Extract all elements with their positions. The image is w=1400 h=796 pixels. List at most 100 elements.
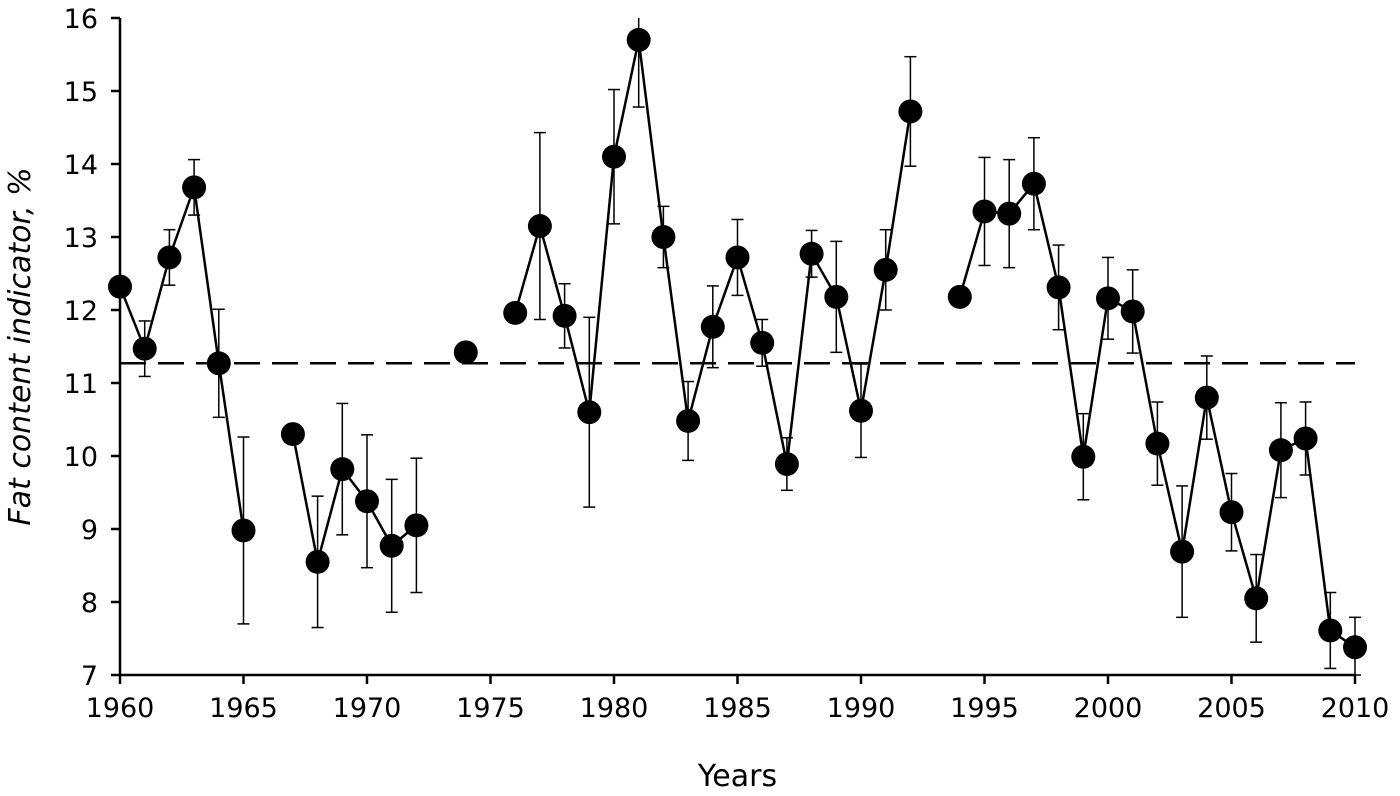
y-tick-label: 16	[64, 4, 98, 35]
data-point	[873, 257, 898, 282]
x-tick-label: 1970	[333, 693, 402, 724]
y-tick-label: 13	[64, 223, 98, 254]
data-point	[1293, 426, 1318, 451]
data-point	[898, 99, 923, 124]
series-line-segment	[192, 187, 221, 364]
data-point	[404, 513, 429, 538]
y-tick-label: 11	[64, 369, 98, 400]
data-point	[1170, 539, 1195, 564]
x-axis-title: Years	[697, 759, 777, 794]
x-tick-label: 1995	[950, 693, 1019, 724]
x-tick-label: 1960	[86, 693, 155, 724]
series-line-segment	[1131, 311, 1159, 444]
data-point	[1021, 171, 1046, 196]
data-point	[972, 199, 997, 224]
series-line-segment	[760, 342, 789, 465]
series-line-segment	[785, 253, 813, 465]
data-point	[849, 398, 873, 423]
data-point	[1046, 275, 1071, 300]
data-point	[1219, 500, 1244, 525]
x-tick-label: 2005	[1197, 693, 1266, 724]
error-bars	[138, 18, 1361, 676]
data-point	[602, 144, 626, 169]
series-line-segment	[1230, 511, 1258, 599]
data-point	[108, 274, 132, 299]
y-tick-label: 7	[81, 661, 98, 692]
data-point	[1268, 438, 1293, 463]
series-line-segment	[711, 257, 739, 328]
data-point	[1145, 431, 1170, 456]
data-point	[1318, 618, 1343, 643]
plot-area: 1960 1965 1970 1975 1980 1985 1990 1995 2000 2005…	[64, 4, 1390, 724]
data-point	[503, 300, 528, 325]
data-point	[305, 549, 330, 574]
series-line-segment	[316, 468, 344, 563]
x-tick-label: 1965	[209, 693, 278, 724]
series-line-segment	[835, 296, 863, 412]
series-line-segment	[637, 39, 665, 238]
data-point	[1343, 635, 1367, 660]
series-line-segment	[859, 269, 887, 411]
data-point	[527, 214, 552, 239]
data-point	[280, 422, 305, 447]
data-point	[1120, 299, 1145, 324]
data-point	[651, 225, 676, 249]
x-tick-label: 2000	[1074, 693, 1143, 724]
data-point	[231, 518, 256, 543]
x-tick-label: 1980	[580, 693, 649, 724]
series-line-segment	[291, 433, 319, 563]
data-point	[132, 336, 157, 361]
x-tick-label: 1990	[827, 693, 896, 724]
series-line-segment	[1180, 397, 1209, 552]
series-line-segment	[1156, 443, 1184, 552]
data-point	[700, 314, 725, 339]
series-line-segment	[662, 236, 690, 422]
data-point	[182, 175, 207, 200]
data-point	[379, 533, 404, 558]
data-point	[1244, 586, 1269, 611]
y-axis-title: Fat content indicator, %	[3, 167, 38, 525]
series-line-segment	[217, 363, 245, 531]
series-line-segment	[538, 225, 566, 317]
y-tick-label: 14	[64, 150, 98, 181]
y-tick-label: 9	[81, 515, 98, 546]
series-line-segment	[513, 225, 542, 314]
y-tick-label: 12	[64, 296, 98, 327]
data-point	[552, 303, 577, 328]
data-point	[997, 201, 1022, 226]
data-point	[355, 489, 379, 514]
y-tick-label: 15	[64, 77, 98, 108]
data-point	[824, 284, 849, 309]
series-line-segment	[563, 315, 591, 413]
series-line-segment	[588, 156, 616, 413]
data-point	[774, 452, 799, 477]
series-line-segment	[143, 257, 171, 350]
series-line-segment	[884, 111, 912, 271]
data-point	[947, 284, 972, 309]
series-line-segment	[958, 211, 986, 298]
series-line-segment	[1057, 287, 1085, 457]
data-point	[750, 330, 775, 355]
series-line-segment	[1082, 298, 1110, 457]
series-line-segment	[736, 257, 764, 344]
data-point	[799, 241, 824, 266]
series-line-segment	[168, 186, 196, 258]
series-line-segment	[1304, 438, 1332, 631]
series-line-segment	[1032, 183, 1060, 288]
y-axis-ticks: 7 8 9 10 11 12 13 14 15 16	[64, 4, 120, 692]
data-point	[1096, 286, 1120, 311]
y-tick-label: 8	[81, 588, 98, 619]
x-axis-ticks: 1960 1965 1970 1975 1980 1985 1990 1995 2000 2005…	[86, 675, 1389, 724]
x-tick-label: 1975	[456, 693, 525, 724]
data-point	[626, 27, 651, 52]
data-point	[1071, 444, 1096, 469]
data-point	[725, 245, 750, 270]
data-point	[577, 400, 602, 425]
series-line-segment	[612, 39, 640, 157]
series-lines	[118, 39, 1356, 649]
series-line-segment	[1254, 449, 1283, 599]
data-point	[453, 340, 478, 365]
data-point	[1194, 385, 1219, 410]
data-point	[676, 408, 701, 433]
